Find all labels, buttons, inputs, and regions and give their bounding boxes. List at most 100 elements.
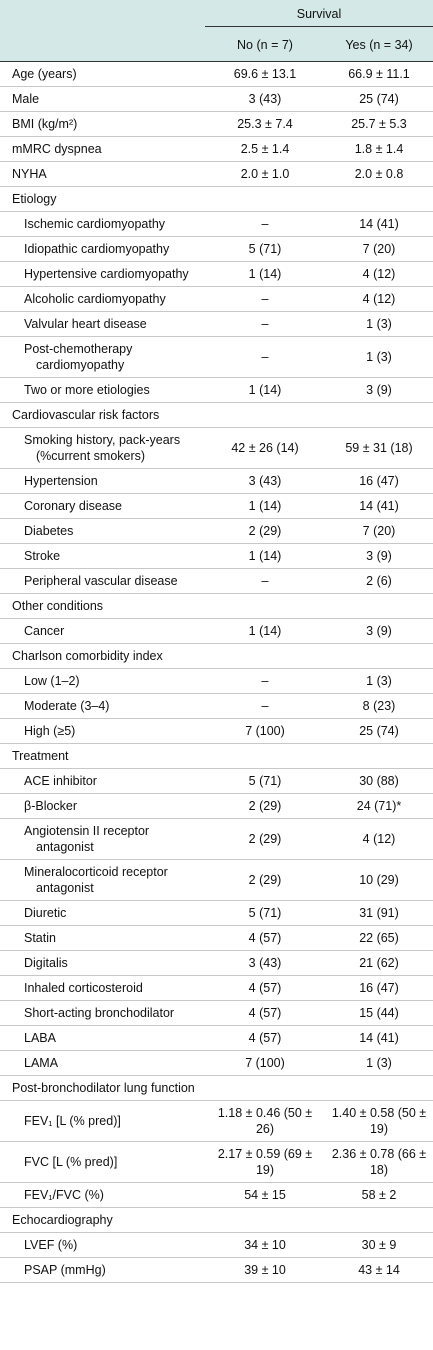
cell-no: 54 ± 15 [205,1182,325,1208]
row-label: PSAP (mmHg) [0,1257,205,1283]
table-row: Age (years) 69.6 ± 13.1 66.9 ± 11.1 [0,61,433,87]
table-row: FEV₁/FVC (%) 54 ± 15 58 ± 2 [0,1182,433,1208]
cell-no: 2.17 ± 0.59 (69 ± 19) [205,1141,325,1183]
cell-no: 5 (71) [205,768,325,794]
cell-yes: 14 (41) [325,211,433,237]
cell-yes: 1 (3) [325,668,433,694]
cell-no: 4 (57) [205,1025,325,1051]
row-label: Male [0,86,205,112]
row-label: Peripheral vascular disease [0,568,205,594]
table-row: FEV₁ [L (% pred)] 1.18 ± 0.46 (50 ± 26) 1.… [0,1100,433,1142]
table-row: Diabetes 2 (29) 7 (20) [0,518,433,544]
cell-no: 2.0 ± 1.0 [205,161,325,187]
cell-yes: 1 (3) [325,336,433,378]
cell-yes: 30 ± 9 [325,1232,433,1258]
cell-yes: 25.7 ± 5.3 [325,111,433,137]
table-row: Mineralocorticoid receptor antagonist 2 (… [0,859,433,901]
row-label: FVC [L (% pred)] [0,1141,205,1183]
table-row: Stroke 1 (14) 3 (9) [0,543,433,569]
row-label: NYHA [0,161,205,187]
row-label: Diabetes [0,518,205,544]
section-row: Echocardiography [0,1207,433,1233]
row-label: Valvular heart disease [0,311,205,337]
cell-no: 2 (29) [205,818,325,860]
section-row: Treatment [0,743,433,769]
row-label: LAMA [0,1050,205,1076]
table-row: BMI (kg/m²) 25.3 ± 7.4 25.7 ± 5.3 [0,111,433,137]
row-label: Short-acting bronchodilator [0,1000,205,1026]
cell-no: 1.18 ± 0.46 (50 ± 26) [205,1100,325,1142]
cell-yes: 2 (6) [325,568,433,594]
cell-no: 2 (29) [205,518,325,544]
cell-no: 2 (29) [205,859,325,901]
table-row: LAMA 7 (100) 1 (3) [0,1050,433,1076]
table-row: Low (1–2) –1 (3) [0,668,433,694]
table-row: Peripheral vascular disease –2 (6) [0,568,433,594]
cell-yes: 59 ± 31 (18) [325,427,433,469]
table-row: Smoking history, pack-years (%current sm… [0,427,433,469]
cell-no: 4 (57) [205,1000,325,1026]
row-label: Mineralocorticoid receptor antagonist [0,859,205,901]
table-row: ACE inhibitor 5 (71) 30 (88) [0,768,433,794]
cell-yes: 4 (12) [325,286,433,312]
section-title: Other conditions [0,593,433,619]
cell-yes: 15 (44) [325,1000,433,1026]
cell-yes: 58 ± 2 [325,1182,433,1208]
cell-yes: 7 (20) [325,236,433,262]
cell-no: 42 ± 26 (14) [205,427,325,469]
table-row: Moderate (3–4) –8 (23) [0,693,433,719]
section-row: Other conditions [0,593,433,619]
row-label: Coronary disease [0,493,205,519]
table-row: NYHA 2.0 ± 1.0 2.0 ± 0.8 [0,161,433,187]
cell-yes: 14 (41) [325,493,433,519]
row-label: Angiotensin II receptor antagonist [0,818,205,860]
cell-yes: 10 (29) [325,859,433,901]
cell-yes: 30 (88) [325,768,433,794]
cell-yes: 14 (41) [325,1025,433,1051]
table-row: Cancer 1 (14) 3 (9) [0,618,433,644]
cell-no: 3 (43) [205,950,325,976]
table-row: β-Blocker 2 (29) 24 (71)* [0,793,433,819]
cell-yes: 25 (74) [325,718,433,744]
cell-yes: 16 (47) [325,975,433,1001]
table-row: Short-acting bronchodilator 4 (57) 15 (44) [0,1000,433,1026]
cell-yes: 43 ± 14 [325,1257,433,1283]
cell-no: 69.6 ± 13.1 [205,61,325,87]
table-row: Idiopathic cardiomyopathy 5 (71) 7 (20) [0,236,433,262]
section-title: Etiology [0,186,433,212]
row-label: Diuretic [0,900,205,926]
table-row: Male 3 (43) 25 (74) [0,86,433,112]
table-row: Valvular heart disease –1 (3) [0,311,433,337]
cell-no: 34 ± 10 [205,1232,325,1258]
cell-yes: 1 (3) [325,1050,433,1076]
cell-no: 5 (71) [205,236,325,262]
cell-no: 4 (57) [205,975,325,1001]
cell-no: – [205,286,325,312]
data-table: Survival No (n = 7) Yes (n = 34) Age (yea… [0,0,433,1283]
table-row: mMRC dyspnea 2.5 ± 1.4 1.8 ± 1.4 [0,136,433,162]
row-label: Moderate (3–4) [0,693,205,719]
cell-yes: 1.8 ± 1.4 [325,136,433,162]
cell-yes: 4 (12) [325,261,433,287]
cell-yes: 2.0 ± 0.8 [325,161,433,187]
cell-no: 4 (57) [205,925,325,951]
cell-no: 1 (14) [205,618,325,644]
cell-yes: 25 (74) [325,86,433,112]
cell-yes: 8 (23) [325,693,433,719]
row-label: Digitalis [0,950,205,976]
row-label: Post-chemotherapy cardiomyopathy [0,336,205,378]
cell-no: 3 (43) [205,86,325,112]
row-label: Inhaled corticosteroid [0,975,205,1001]
row-label: High (≥5) [0,718,205,744]
cell-no: 7 (100) [205,1050,325,1076]
table-row: Hypertension 3 (43) 16 (47) [0,468,433,494]
table-row: Digitalis 3 (43) 21 (62) [0,950,433,976]
table-row: PSAP (mmHg) 39 ± 10 43 ± 14 [0,1257,433,1283]
cell-yes: 3 (9) [325,618,433,644]
row-label: ACE inhibitor [0,768,205,794]
cell-yes: 21 (62) [325,950,433,976]
cell-yes: 22 (65) [325,925,433,951]
row-label: mMRC dyspnea [0,136,205,162]
cell-no: – [205,336,325,378]
